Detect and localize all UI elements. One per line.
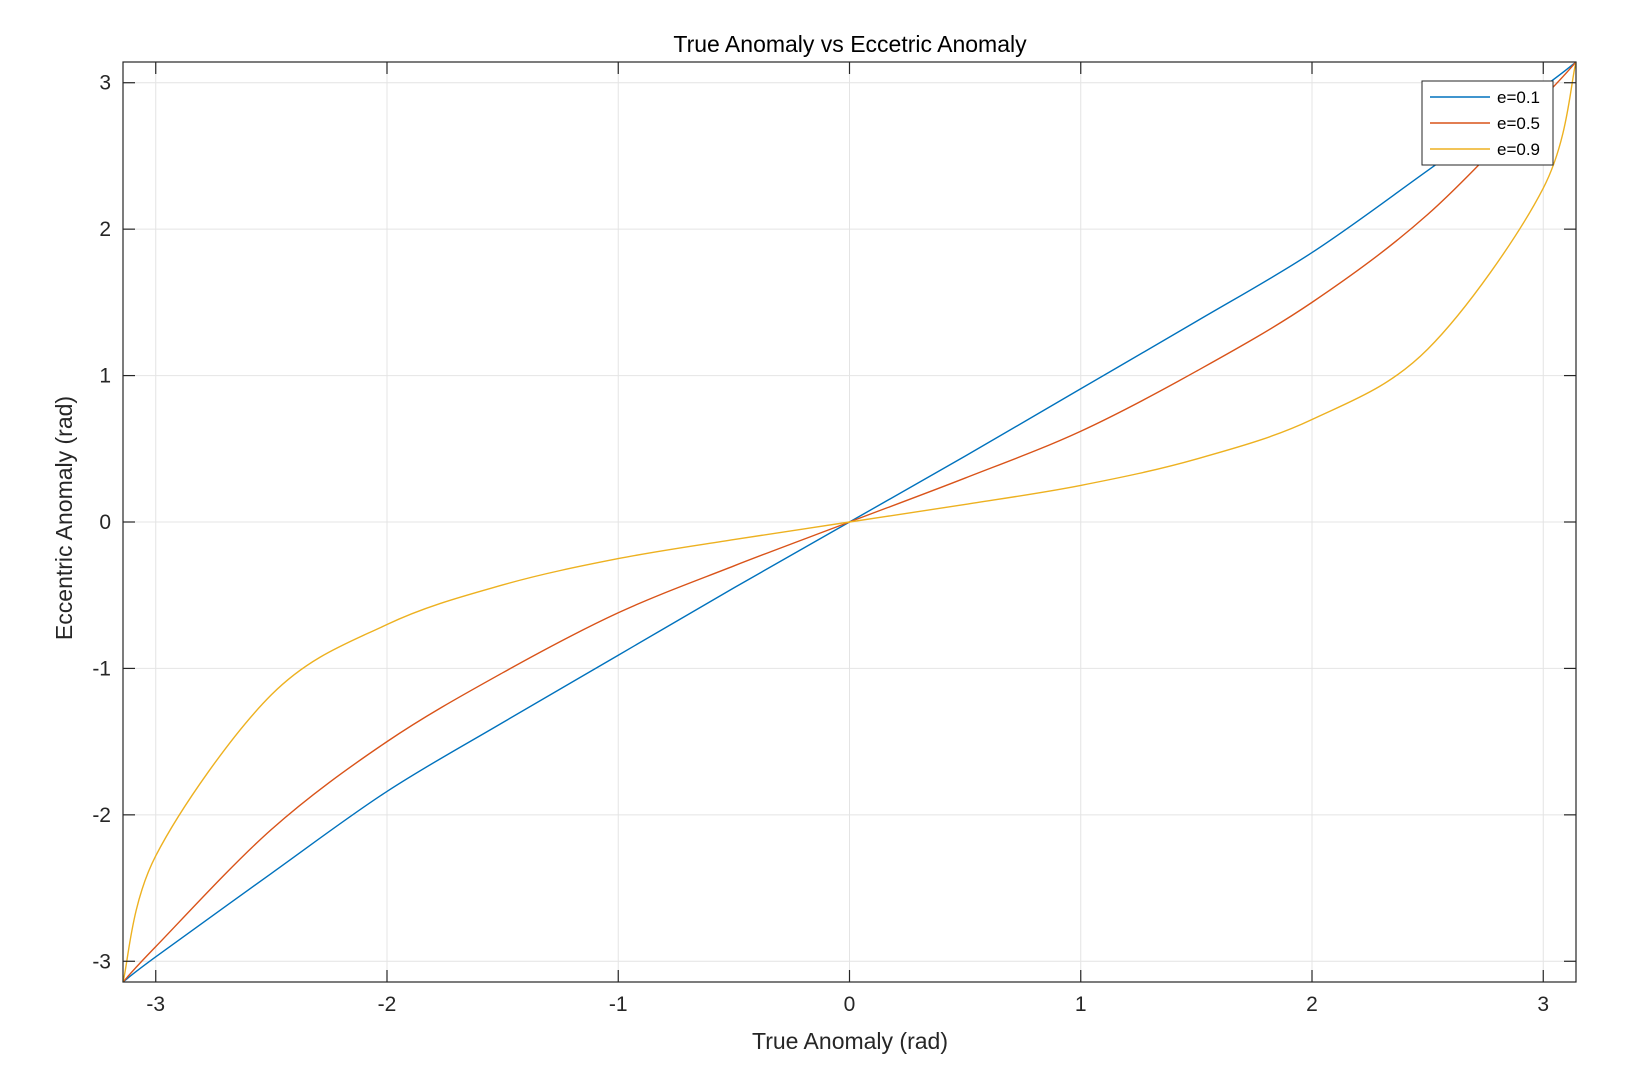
y-tick-label: -1 xyxy=(92,657,111,680)
y-tick-label: 2 xyxy=(99,218,111,241)
y-tick-label: -3 xyxy=(92,950,111,973)
y-tick-label: 1 xyxy=(99,365,111,388)
y-tick-label: 3 xyxy=(99,72,111,95)
legend: e=0.1 e=0.5 e=0.9 xyxy=(1421,80,1554,166)
y-tick-label: 0 xyxy=(99,511,111,534)
legend-item: e=0.5 xyxy=(1430,114,1540,133)
x-tick-label: 3 xyxy=(1537,993,1549,1016)
legend-label: e=0.1 xyxy=(1497,88,1540,107)
x-tick-label: -2 xyxy=(378,993,397,1016)
series-lines xyxy=(122,61,1577,983)
x-tick-labels: -3 -2 -1 0 1 2 3 xyxy=(146,993,1549,1016)
y-tick-label: -2 xyxy=(92,804,111,827)
legend-item: e=0.1 xyxy=(1430,88,1540,107)
x-tick-label: 1 xyxy=(1075,993,1087,1016)
y-tick-labels: -3 -2 -1 0 1 2 3 xyxy=(92,72,111,974)
x-tick-label: 2 xyxy=(1306,993,1318,1016)
legend-item: e=0.9 xyxy=(1430,140,1540,159)
ticks xyxy=(123,62,1576,982)
x-tick-label: -1 xyxy=(609,993,628,1016)
x-tick-label: -3 xyxy=(146,993,165,1016)
chart-title: True Anomaly vs Eccetric Anomaly xyxy=(673,31,1027,57)
series-line-e=0.9 xyxy=(122,61,1577,983)
x-axis-label: True Anomaly (rad) xyxy=(752,1028,948,1054)
y-axis-label: Eccentric Anomaly (rad) xyxy=(51,396,77,640)
x-tick-label: 0 xyxy=(844,993,856,1016)
legend-label: e=0.5 xyxy=(1497,114,1540,133)
legend-label: e=0.9 xyxy=(1497,140,1540,159)
